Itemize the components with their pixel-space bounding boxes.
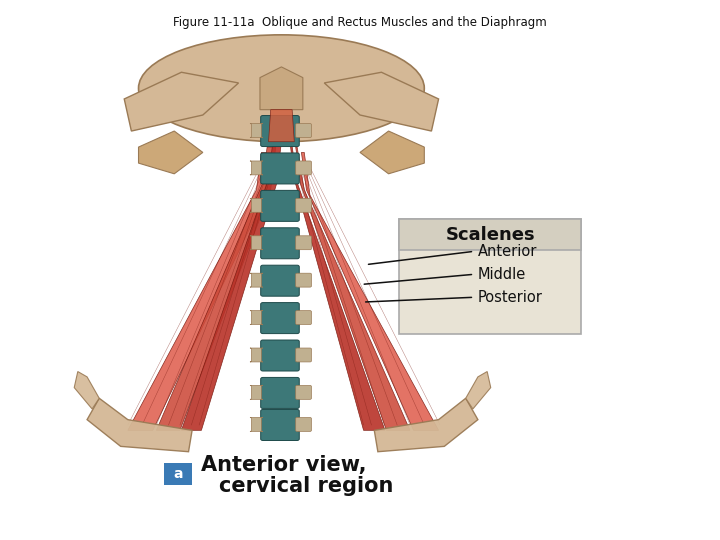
Text: cervical region: cervical region [219,476,393,496]
Text: Scalenes: Scalenes [446,226,535,244]
FancyBboxPatch shape [296,310,312,325]
Polygon shape [296,147,410,430]
Polygon shape [302,152,438,430]
Polygon shape [87,399,192,452]
FancyBboxPatch shape [261,191,300,221]
Polygon shape [181,141,282,430]
Polygon shape [260,67,303,110]
FancyBboxPatch shape [163,463,192,485]
FancyBboxPatch shape [296,236,312,249]
Polygon shape [269,110,294,141]
FancyBboxPatch shape [296,273,312,287]
Polygon shape [128,152,271,430]
FancyBboxPatch shape [250,386,263,400]
Text: a: a [173,467,183,481]
Text: Anterior view,: Anterior view, [201,455,366,475]
FancyBboxPatch shape [250,348,263,362]
FancyBboxPatch shape [296,198,312,212]
FancyBboxPatch shape [261,228,300,259]
FancyBboxPatch shape [261,340,300,371]
Polygon shape [324,72,438,131]
FancyBboxPatch shape [296,161,312,175]
Text: Figure 11-11a  Oblique and Rectus Muscles and the Diaphragm: Figure 11-11a Oblique and Rectus Muscles… [173,16,547,29]
Polygon shape [374,399,478,452]
Ellipse shape [138,35,424,141]
Polygon shape [466,372,491,409]
Text: Middle: Middle [478,267,526,282]
FancyBboxPatch shape [250,198,263,212]
FancyBboxPatch shape [261,377,300,408]
Polygon shape [290,141,385,430]
FancyBboxPatch shape [250,236,263,249]
FancyBboxPatch shape [250,310,263,325]
FancyBboxPatch shape [296,417,312,431]
FancyBboxPatch shape [261,409,300,441]
Polygon shape [125,72,238,131]
Polygon shape [138,131,203,174]
FancyBboxPatch shape [296,386,312,400]
FancyBboxPatch shape [261,302,300,334]
Polygon shape [156,147,276,430]
FancyBboxPatch shape [250,124,263,138]
FancyBboxPatch shape [400,219,582,334]
Polygon shape [360,131,424,174]
FancyBboxPatch shape [296,348,312,362]
FancyBboxPatch shape [400,219,582,250]
Text: Posterior: Posterior [478,290,543,305]
Polygon shape [74,372,99,409]
FancyBboxPatch shape [250,273,263,287]
FancyBboxPatch shape [250,161,263,175]
FancyBboxPatch shape [296,124,312,138]
Text: Anterior: Anterior [478,244,537,259]
FancyBboxPatch shape [261,153,300,184]
FancyBboxPatch shape [261,116,300,146]
FancyBboxPatch shape [261,265,300,296]
FancyBboxPatch shape [250,417,263,431]
